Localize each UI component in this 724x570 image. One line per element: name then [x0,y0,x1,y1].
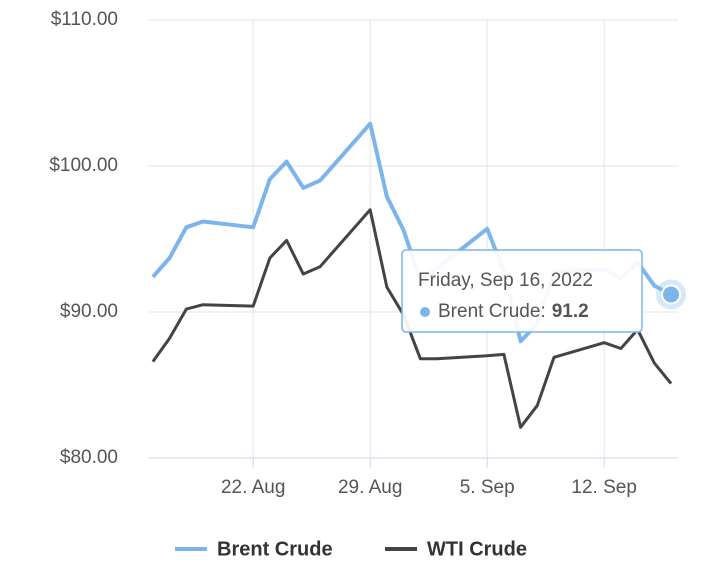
legend: Brent Crude WTI Crude [175,538,527,560]
y-tick-label: $110.00 [51,9,118,30]
grid [148,19,678,459]
tooltip-text: Brent Crude: 91.2 [438,301,589,322]
x-tick-label: 22. Aug [221,477,285,498]
tooltip: Friday, Sep 16, 2022 Brent Crude: 91.2 [401,249,687,333]
legend-label[interactable]: WTI Crude [427,538,527,560]
tooltip-box [401,249,643,333]
y-tick-label: $90.00 [60,301,118,322]
tooltip-value: 91.2 [552,301,589,322]
y-tick-label: $80.00 [60,447,118,468]
tooltip-title: Friday, Sep 16, 2022 [418,270,593,291]
y-tick-label: $100.00 [49,155,118,176]
x-tick-label: 29. Aug [338,477,402,498]
series-line [151,208,673,429]
tooltip-label: Brent Crude: [438,301,546,322]
x-tick-label: 5. Sep [460,477,515,498]
x-tick-label: 12. Sep [571,477,637,498]
tooltip-dot [420,307,430,317]
legend-label[interactable]: Brent Crude [217,538,333,560]
axes: $80.00 $90.00 $100.00 $110.00 22. Aug 29. Aug… [49,9,637,498]
hover-marker [661,284,682,305]
